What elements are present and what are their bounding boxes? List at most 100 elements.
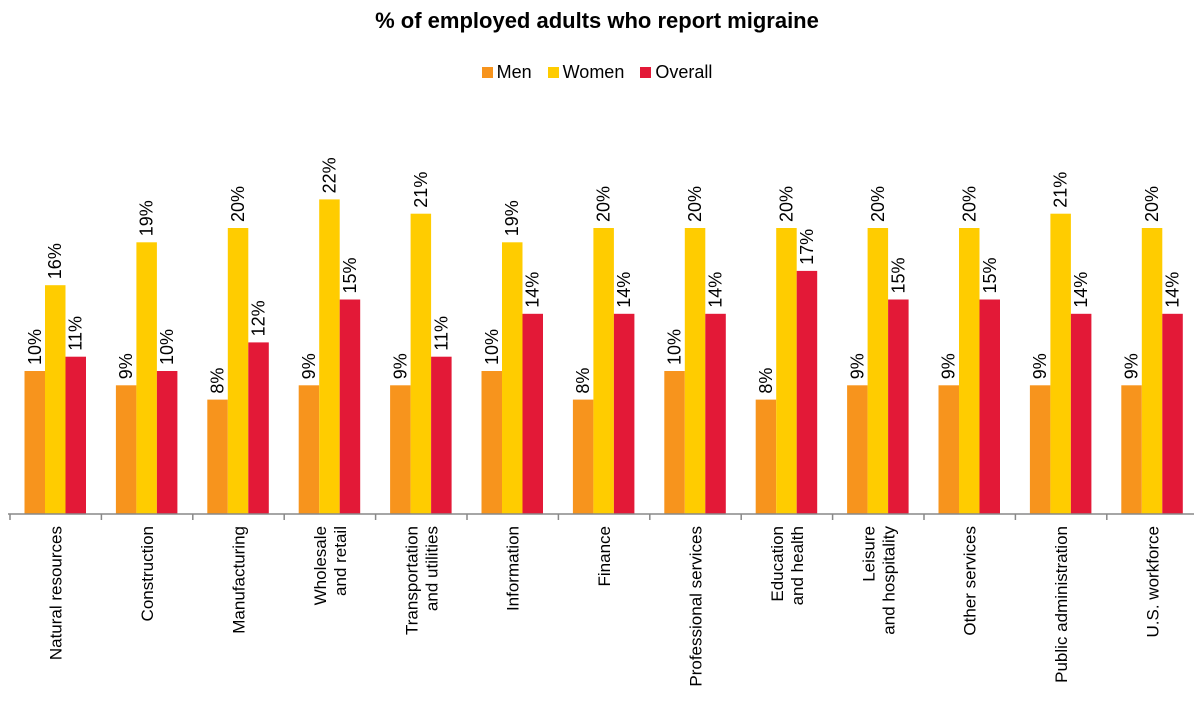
data-label-women: 19% [137, 200, 157, 236]
category-label: Professional services [687, 526, 706, 687]
data-label-women: 20% [959, 186, 979, 222]
bar-women [227, 228, 249, 514]
category-label: Natural resources [47, 526, 66, 660]
data-label-overall: 10% [157, 329, 177, 365]
data-label-women: 22% [319, 157, 339, 193]
data-label-women: 16% [45, 243, 65, 279]
data-label-men: 9% [390, 353, 410, 379]
data-label-women: 21% [1051, 172, 1071, 208]
bar-overall [65, 356, 86, 514]
data-label-overall: 12% [249, 300, 269, 336]
bar-men [24, 371, 45, 514]
bar-women [1141, 228, 1163, 514]
legend-item-women: Women [547, 62, 625, 83]
data-label-overall: 14% [614, 272, 634, 308]
data-label-men: 9% [939, 353, 959, 379]
bar-men [664, 371, 685, 514]
bar-women [776, 228, 797, 514]
category-label: Transportation [402, 526, 421, 635]
bar-overall [156, 371, 178, 514]
bar-women [959, 228, 980, 514]
legend-swatch-men [481, 67, 493, 78]
data-label-women: 21% [411, 172, 431, 208]
category-label: Public administration [1052, 526, 1071, 683]
category-label: and retail [331, 526, 350, 596]
category-label: Other services [961, 526, 980, 636]
data-label-men: 10% [25, 329, 45, 365]
legend-item-overall: Overall [640, 62, 712, 83]
category-label: and health [788, 526, 807, 605]
bar-men [207, 399, 228, 514]
data-label-men: 10% [665, 329, 685, 365]
data-label-overall: 14% [523, 272, 543, 308]
category-label: Finance [595, 526, 614, 586]
bar-women [684, 228, 706, 514]
bar-overall [1162, 313, 1183, 514]
category-label: and hospitality [879, 526, 898, 635]
data-label-overall: 15% [888, 257, 908, 293]
data-label-men: 10% [482, 329, 502, 365]
data-label-women: 20% [776, 186, 796, 222]
category-label: U.S. workforce [1144, 526, 1163, 637]
chart-title: % of employed adults who report migraine [375, 8, 819, 33]
legend-item-men: Men [481, 62, 532, 83]
category-label: Wholesale [311, 526, 330, 605]
bar-overall [431, 356, 452, 514]
bar-men [481, 371, 502, 514]
bar-women [136, 242, 157, 515]
bar-men [390, 385, 411, 514]
category-label: Construction [138, 526, 157, 621]
bar-women [1050, 213, 1071, 514]
data-label-women: 20% [1142, 186, 1162, 222]
data-label-men: 9% [1122, 353, 1142, 379]
bar-women [319, 199, 340, 514]
bar-men [1029, 385, 1051, 514]
bar-overall [613, 313, 635, 514]
data-label-men: 9% [1030, 353, 1050, 379]
bar-women [410, 213, 432, 514]
legend-swatch-women [547, 67, 559, 78]
data-label-women: 20% [594, 186, 614, 222]
data-label-overall: 14% [1071, 272, 1091, 308]
data-label-men: 9% [847, 353, 867, 379]
category-label: Manufacturing [230, 526, 249, 634]
bar-men [938, 385, 959, 514]
bar-overall [979, 299, 1000, 514]
bar-overall [705, 313, 726, 514]
bar-men [1121, 385, 1142, 514]
bar-overall [339, 299, 361, 514]
bar-overall [888, 299, 909, 514]
bar-men [572, 399, 594, 514]
data-label-men: 8% [573, 368, 593, 394]
data-label-men: 8% [756, 368, 776, 394]
bar-overall [522, 313, 543, 514]
data-label-overall: 15% [340, 257, 360, 293]
data-label-women: 20% [228, 186, 248, 222]
data-label-overall: 11% [66, 316, 86, 351]
bar-overall [1070, 313, 1092, 514]
category-label: Information [504, 526, 523, 611]
data-label-women: 19% [502, 200, 522, 236]
data-label-women: 20% [685, 186, 705, 222]
bar-women [867, 228, 889, 514]
bar-women [502, 242, 523, 515]
data-label-men: 8% [208, 368, 228, 394]
legend-label-men: Men [496, 62, 532, 82]
legend-swatch-overall [640, 67, 652, 78]
bar-women [593, 228, 614, 514]
data-label-overall: 15% [980, 257, 1000, 293]
data-label-women: 20% [868, 186, 888, 222]
category-label: and utilities [422, 526, 441, 611]
bar-men [847, 385, 868, 514]
data-label-overall: 14% [706, 272, 726, 308]
bar-men [755, 399, 777, 514]
data-label-overall: 14% [1163, 272, 1183, 308]
category-label: Leisure [859, 526, 878, 582]
bar-women [45, 285, 66, 514]
bar-overall [796, 270, 818, 514]
legend-label-overall: Overall [655, 62, 713, 82]
data-label-men: 9% [116, 353, 136, 379]
bar-men [298, 385, 320, 514]
legend-label-women: Women [562, 62, 625, 82]
